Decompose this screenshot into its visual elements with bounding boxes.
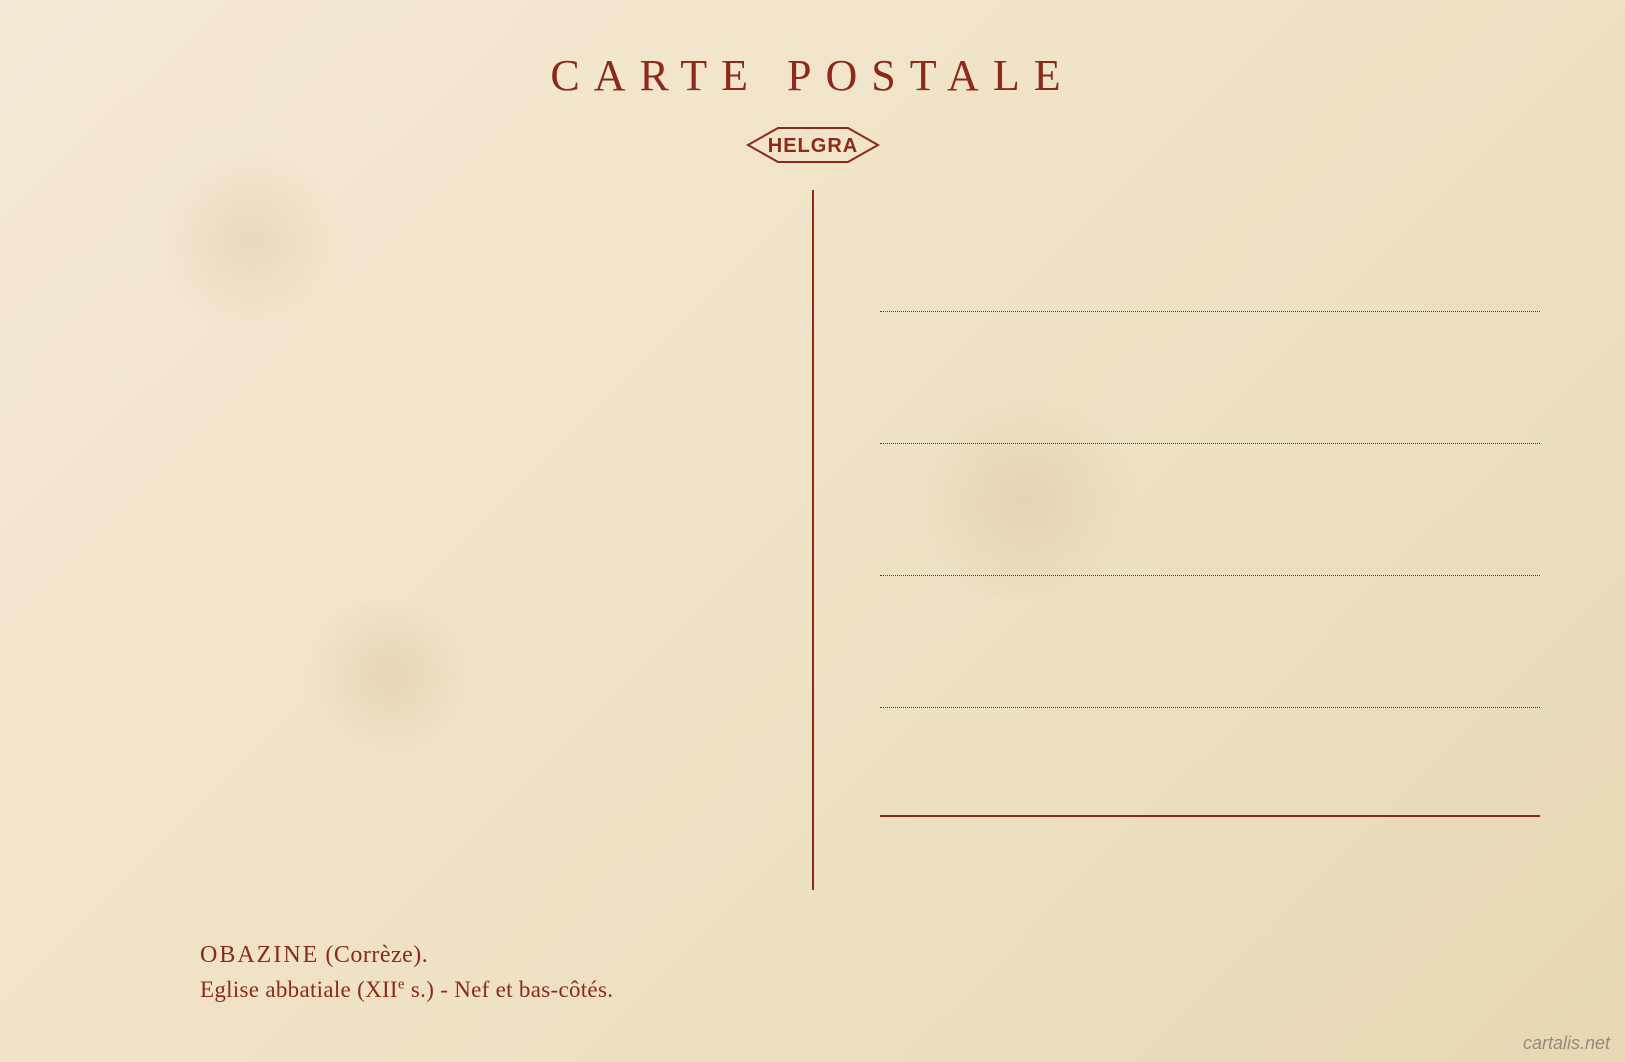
postcard-title: CARTE POSTALE <box>550 50 1074 101</box>
caption-description: Eglise abbatiale (XIIe s.) - Nef et bas-… <box>200 973 613 1008</box>
aging-texture <box>150 150 350 330</box>
caption-region: (Corrèze). <box>325 942 428 968</box>
address-line <box>880 706 1540 708</box>
publisher-logo: HELGRA <box>743 120 883 170</box>
address-line <box>880 574 1540 576</box>
watermark-text: cartalis.net <box>1523 1033 1610 1054</box>
center-divider <box>812 190 814 890</box>
caption-location: OBAZINE <box>200 942 319 968</box>
address-area <box>880 310 1540 838</box>
address-line <box>880 310 1540 312</box>
publisher-name: HELGRA <box>767 135 857 157</box>
address-underline <box>880 815 1540 817</box>
address-line <box>880 442 1540 444</box>
postcard-container: CARTE POSTALE HELGRA OBAZINE (Corrèze). … <box>0 0 1625 1062</box>
aging-texture <box>300 600 480 750</box>
caption-block: OBAZINE (Corrèze). Eglise abbatiale (XII… <box>200 937 613 1008</box>
